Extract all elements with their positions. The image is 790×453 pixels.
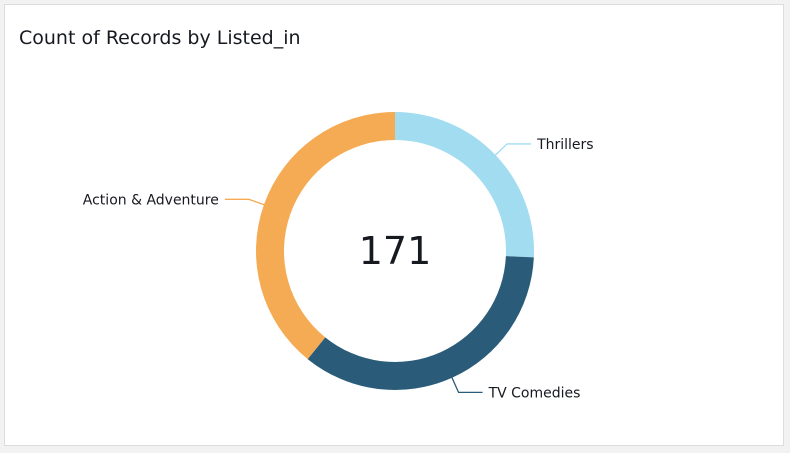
donut-slice-tv-comedies[interactable] [307,256,534,391]
leader-line [493,143,532,157]
slice-label: Action & Adventure [83,192,219,208]
center-total: 171 [359,229,432,273]
slice-label: TV Comedies [488,385,581,401]
chart-title: Count of Records by Listed_in [19,27,301,49]
donut-slice-action-adventure[interactable] [255,112,395,360]
leader-line [450,375,483,394]
donut-slice-thrillers[interactable] [395,112,534,258]
leader-line [224,198,267,206]
slice-label: Thrillers [536,137,594,153]
